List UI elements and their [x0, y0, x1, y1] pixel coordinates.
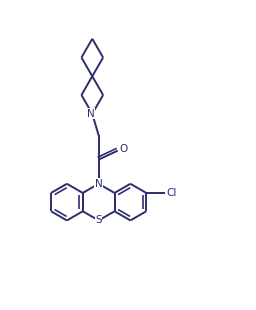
Text: O: O	[120, 144, 128, 154]
Text: N: N	[87, 109, 95, 119]
Text: Cl: Cl	[166, 188, 176, 198]
Text: S: S	[95, 215, 102, 225]
Text: N: N	[95, 179, 102, 189]
